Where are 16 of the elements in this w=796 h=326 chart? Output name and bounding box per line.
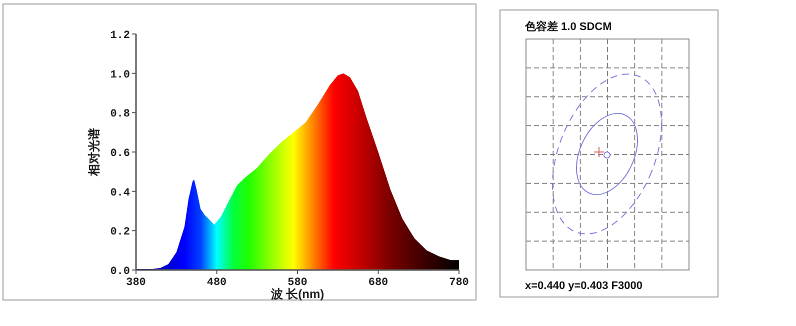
text: x=0.440 y=0.403 F3000 — [525, 280, 642, 292]
x-tick-label: 580 — [288, 277, 308, 289]
y-tick-label: 0.0 — [110, 266, 130, 278]
x-tick-label: 780 — [449, 277, 469, 289]
y-tick-label: 1.0 — [110, 69, 130, 82]
y-axis-title: 相对光谱 — [87, 128, 101, 177]
x-tick-label: 680 — [368, 277, 388, 289]
y-tick-label: 0.4 — [110, 187, 130, 200]
x-tick-label: 380 — [126, 277, 146, 289]
y-tick-label: 0.6 — [110, 148, 130, 160]
x-tick-label: 480 — [206, 277, 227, 289]
x-axis-title: 波 长(nm) — [270, 287, 324, 301]
y-tick-label: 1.2 — [110, 30, 130, 42]
y-tick-label: 0.8 — [110, 108, 130, 121]
y-tick-label: 0.2 — [110, 226, 130, 239]
text: 色容差 1.0 SDCM — [524, 20, 612, 33]
